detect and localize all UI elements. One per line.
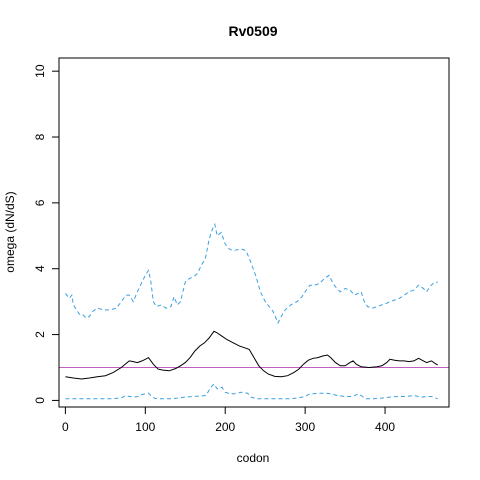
x-tick-label: 200 bbox=[215, 420, 235, 434]
chart-title: Rv0509 bbox=[228, 23, 277, 39]
x-tick-label: 400 bbox=[375, 420, 395, 434]
x-axis-label: codon bbox=[237, 451, 270, 465]
y-tick-label: 10 bbox=[33, 64, 47, 78]
y-tick-label: 0 bbox=[33, 397, 47, 404]
y-tick-label: 6 bbox=[33, 199, 47, 206]
plot-frame bbox=[58, 57, 450, 408]
series-line-1 bbox=[65, 222, 438, 325]
y-tick-label: 2 bbox=[33, 331, 47, 338]
y-axis-label: omega (dN/dS) bbox=[3, 191, 17, 272]
y-tick-label: 8 bbox=[33, 133, 47, 140]
series-layer bbox=[65, 222, 439, 400]
y-tick-label: 4 bbox=[33, 265, 47, 272]
axes-layer: 0 100 200 300 400 0 2 4 6 8 10 bbox=[33, 64, 395, 434]
series-line-2 bbox=[65, 330, 439, 380]
x-tick-label: 100 bbox=[135, 420, 155, 434]
x-tick-label: 0 bbox=[62, 420, 69, 434]
series-line-3 bbox=[65, 383, 438, 400]
x-tick-label: 300 bbox=[295, 420, 315, 434]
